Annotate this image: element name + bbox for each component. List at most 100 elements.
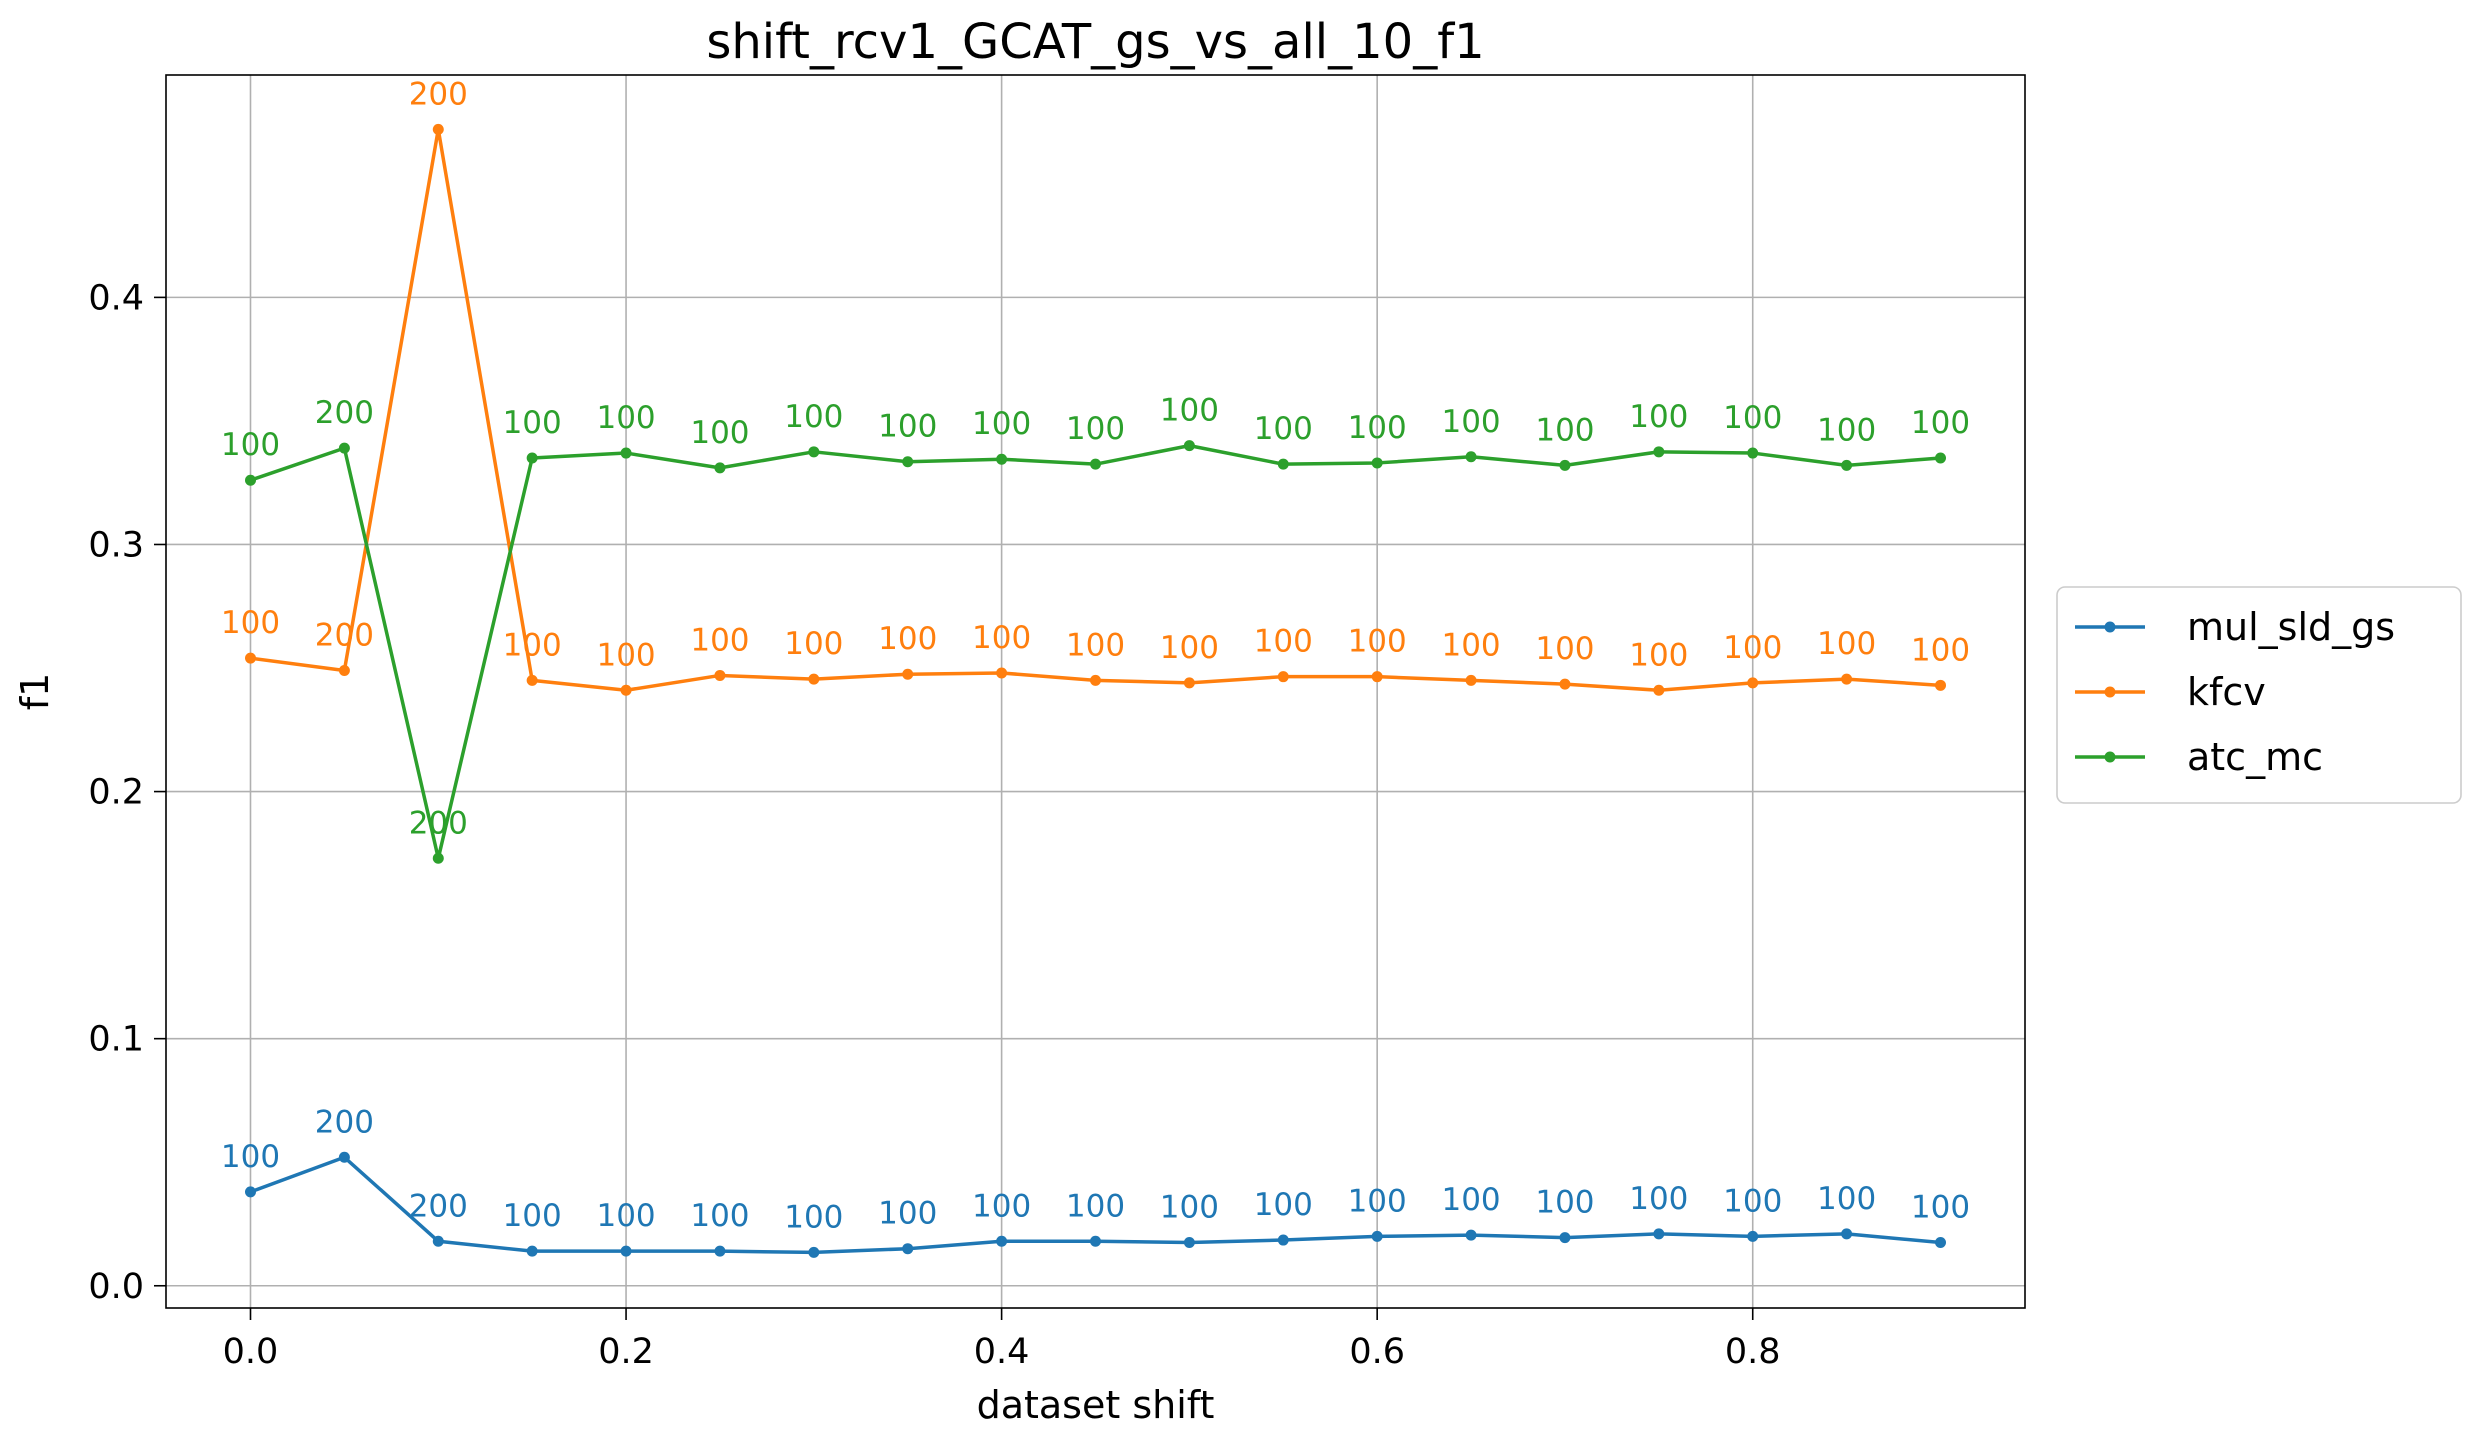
- x-tick-label: 0.2: [598, 1332, 654, 1372]
- data-point: [1183, 440, 1195, 452]
- data-label: 100: [972, 1188, 1031, 1224]
- data-label: 100: [1254, 411, 1313, 447]
- data-label: 100: [221, 605, 280, 641]
- data-label: 100: [878, 1196, 937, 1232]
- data-point: [432, 1235, 444, 1247]
- data-label: 100: [878, 409, 937, 445]
- legend-marker: [2104, 751, 2116, 763]
- legend-label: atc_mc: [2187, 735, 2323, 779]
- y-axis-ticks: 0.0 0.1 0.2 0.3 0.4: [88, 278, 166, 1307]
- x-tick-label: 0.4: [974, 1332, 1030, 1372]
- data-point: [1559, 678, 1571, 690]
- point-annotations: 100 200 200 100 100 100 100 100 100 100 100 100 100 1…: [221, 76, 1970, 1235]
- data-point: [1183, 1237, 1195, 1249]
- x-axis-ticks: 0.0 0.2 0.4 0.6 0.8: [223, 1308, 1781, 1372]
- data-label: 100: [1160, 1190, 1219, 1226]
- data-point: [1090, 1235, 1101, 1247]
- legend-box: [2056, 586, 2462, 804]
- data-label: 100: [1348, 1183, 1407, 1219]
- data-point: [1653, 1228, 1665, 1240]
- data-label: 200: [409, 1188, 468, 1224]
- data-label: 100: [1723, 630, 1782, 666]
- data-label: 100: [1160, 630, 1219, 666]
- data-point: [1465, 1229, 1477, 1241]
- data-point: [526, 674, 538, 686]
- data-point: [1277, 671, 1289, 683]
- data-label: 100: [1723, 1183, 1782, 1219]
- data-point: [1559, 459, 1571, 471]
- data-label: 100: [690, 415, 749, 451]
- data-point: [902, 1243, 914, 1255]
- data-label: 100: [1441, 627, 1500, 663]
- legend-label: mul_sld_gs: [2187, 605, 2395, 649]
- data-point: [808, 446, 820, 458]
- data-point: [902, 456, 914, 468]
- data-label: 100: [221, 427, 280, 463]
- data-point: [1090, 458, 1101, 470]
- data-label: 100: [1160, 393, 1219, 429]
- x-tick-label: 0.0: [223, 1332, 279, 1372]
- data-label: 100: [596, 1198, 655, 1234]
- y-tick-label: 0.4: [88, 278, 144, 318]
- legend-marker: [2104, 621, 2116, 633]
- data-point: [1371, 1230, 1383, 1242]
- legend-label: kfcv: [2187, 670, 2266, 714]
- data-point: [338, 1151, 350, 1163]
- data-label: 100: [1441, 1182, 1500, 1218]
- data-label: 200: [409, 805, 468, 841]
- data-point: [1183, 677, 1195, 689]
- x-tick-label: 0.6: [1349, 1332, 1405, 1372]
- data-label: 100: [1348, 624, 1407, 660]
- data-point: [714, 1245, 726, 1257]
- data-label: 200: [315, 1104, 374, 1140]
- y-tick-label: 0.1: [88, 1020, 144, 1060]
- data-point: [996, 453, 1008, 465]
- legend-item-mul_sld_gs: mul_sld_gs: [2075, 605, 2395, 649]
- data-point: [620, 1245, 632, 1257]
- data-point: [1559, 1232, 1571, 1244]
- data-point: [714, 462, 726, 474]
- data-point: [902, 668, 914, 680]
- data-label: 100: [1911, 1190, 1970, 1226]
- data-label: 100: [1817, 412, 1876, 448]
- data-label: 100: [1348, 410, 1407, 446]
- data-point: [245, 1186, 256, 1198]
- data-label: 100: [221, 1139, 280, 1175]
- data-point: [1090, 674, 1101, 686]
- data-label: 100: [1535, 631, 1594, 667]
- series-mul_sld_gs: [245, 1151, 1946, 1258]
- data-point: [620, 684, 632, 696]
- data-point: [526, 1245, 538, 1257]
- data-point: [714, 669, 726, 681]
- data-label: 100: [690, 622, 749, 658]
- legend-item-atc_mc: atc_mc: [2075, 735, 2323, 779]
- plot-area-frame: [165, 74, 2026, 1309]
- data-point: [808, 673, 820, 685]
- data-point: [1841, 673, 1853, 685]
- data-point: [432, 852, 444, 864]
- data-point: [1841, 459, 1853, 471]
- data-label: 100: [1911, 632, 1970, 668]
- data-point: [526, 452, 538, 464]
- data-point: [996, 1235, 1008, 1247]
- chart-title: shift_rcv1_GCAT_gs_vs_all_10_f1: [706, 14, 1484, 70]
- data-point: [1747, 1230, 1759, 1242]
- data-label: 100: [1817, 626, 1876, 662]
- data-point: [245, 474, 256, 486]
- data-label: 100: [596, 637, 655, 673]
- x-tick-label: 0.8: [1725, 1332, 1781, 1372]
- data-point: [1371, 671, 1383, 683]
- data-point: [1653, 446, 1665, 458]
- data-label: 100: [1441, 404, 1500, 440]
- data-point: [1465, 451, 1477, 463]
- data-label: 100: [1629, 399, 1688, 435]
- legend-marker: [2104, 686, 2116, 698]
- data-label: 100: [1254, 1187, 1313, 1223]
- data-label: 100: [1629, 637, 1688, 673]
- data-label: 100: [1066, 627, 1125, 663]
- data-point: [1747, 447, 1759, 459]
- data-point: [1465, 674, 1477, 686]
- data-label: 100: [1066, 1188, 1125, 1224]
- data-point: [1935, 452, 1946, 464]
- x-axis-label: dataset shift: [977, 1383, 1215, 1427]
